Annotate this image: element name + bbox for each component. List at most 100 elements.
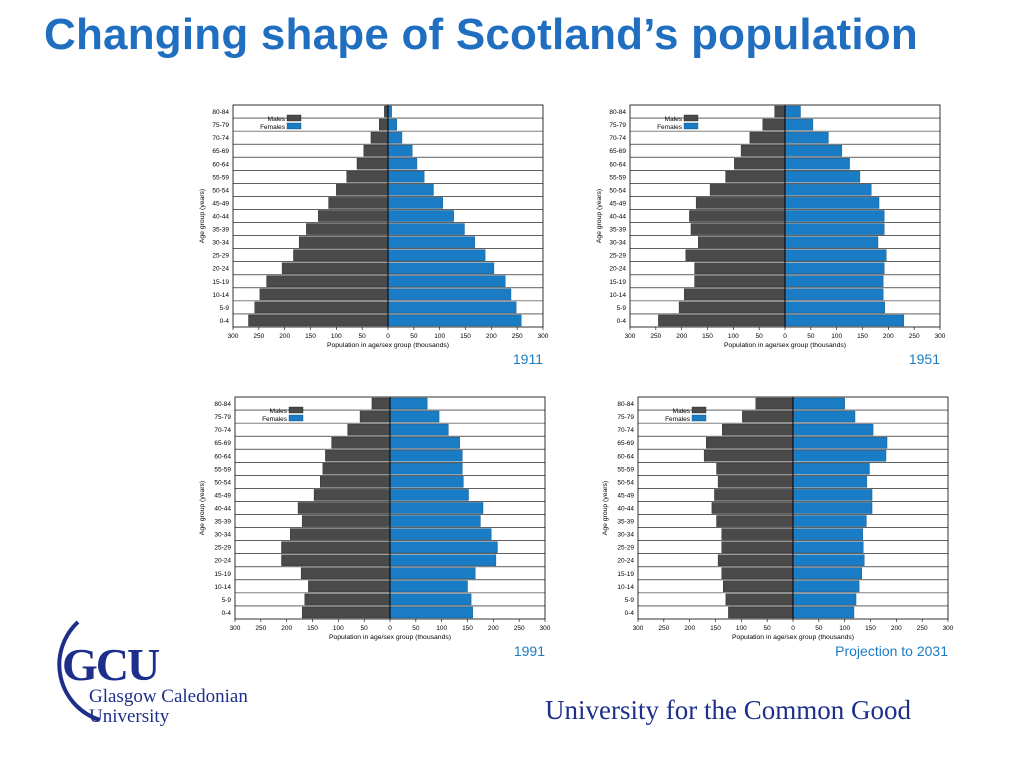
female-bar (792, 580, 860, 593)
legend-females-swatch (691, 414, 707, 422)
female-bar (389, 554, 497, 566)
x-tick-label: 300 (230, 625, 241, 632)
male-bar (721, 567, 794, 580)
female-bar (792, 423, 874, 436)
male-bar (384, 105, 389, 118)
female-bar (792, 606, 855, 619)
x-tick-label: 300 (943, 625, 954, 632)
age-group-label: 75-79 (617, 414, 634, 421)
female-bar (387, 210, 454, 222)
male-bar (346, 171, 389, 183)
female-bar (389, 606, 473, 619)
x-tick-label: 50 (815, 625, 823, 632)
age-group-label: 0-4 (222, 610, 232, 617)
age-group-label: 20-24 (617, 558, 634, 565)
female-bar (389, 423, 449, 436)
age-group-label: 35-39 (212, 227, 229, 234)
male-bar (721, 541, 794, 553)
female-bar (792, 593, 857, 606)
female-bar (792, 515, 867, 527)
female-bar (389, 593, 472, 606)
female-bar (784, 301, 885, 314)
male-bar (695, 197, 786, 209)
x-tick-label: 0 (386, 333, 390, 340)
age-group-label: 40-44 (212, 214, 229, 221)
age-group-label: 65-69 (212, 148, 229, 155)
x-tick-label: 100 (728, 333, 739, 340)
age-group-label: 65-69 (214, 440, 231, 447)
female-bar (792, 450, 887, 462)
female-bar (387, 223, 465, 235)
male-bar (259, 288, 389, 301)
male-bar (379, 118, 389, 131)
male-bar (734, 158, 786, 170)
age-group-label: 60-64 (214, 453, 231, 460)
male-bar (347, 423, 391, 436)
female-bar (389, 502, 484, 514)
female-bar (387, 184, 434, 196)
female-bar (792, 489, 873, 501)
male-bar (356, 158, 389, 170)
male-bar (728, 606, 794, 619)
male-bar (371, 397, 391, 410)
x-tick-label: 50 (361, 625, 369, 632)
year-label: 1911 (513, 351, 543, 367)
female-bar (387, 197, 443, 209)
male-bar (722, 423, 794, 436)
legend-females-label: Females (262, 416, 288, 423)
x-axis-label: Population in age/sex group (thousands) (327, 342, 449, 349)
legend-males-label: Males (673, 408, 691, 415)
female-bar (792, 397, 845, 410)
female-bar (387, 301, 517, 314)
x-tick-label: 300 (633, 625, 644, 632)
x-tick-label: 250 (650, 333, 661, 340)
age-group-label: 20-24 (214, 558, 231, 565)
age-group-label: 65-69 (609, 148, 626, 155)
female-bar (784, 275, 884, 288)
x-tick-label: 100 (331, 333, 342, 340)
x-tick-label: 200 (891, 625, 902, 632)
female-bar (389, 476, 464, 488)
female-bar (792, 502, 873, 514)
x-tick-label: 300 (538, 333, 549, 340)
female-bar (387, 171, 425, 183)
female-bar (784, 158, 850, 170)
x-tick-label: 250 (514, 625, 525, 632)
male-bar (322, 463, 391, 475)
male-bar (281, 262, 389, 274)
female-bar (389, 450, 463, 462)
female-bar (389, 489, 469, 501)
x-axis-label: Population in age/sex group (thousands) (329, 634, 451, 641)
female-bar (784, 197, 880, 209)
female-bar (389, 397, 428, 410)
female-bar (792, 463, 870, 475)
female-bar (389, 528, 492, 540)
male-bar (266, 275, 389, 288)
age-group-label: 40-44 (214, 506, 231, 513)
x-tick-label: 200 (279, 333, 290, 340)
age-group-label: 25-29 (617, 545, 634, 552)
legend-males-swatch (691, 406, 707, 414)
female-bar (784, 288, 884, 301)
logo-line-2: University (89, 706, 170, 727)
age-group-label: 15-19 (212, 279, 229, 286)
male-bar (725, 593, 794, 606)
male-bar (658, 314, 786, 327)
male-bar (325, 450, 391, 462)
legend-males-label: Males (665, 116, 683, 123)
x-tick-label: 100 (839, 625, 850, 632)
male-bar (678, 301, 786, 314)
x-tick-label: 250 (658, 625, 669, 632)
population-pyramid-1911: 0-4 5-9 10-14 15-19 20-24 25-29 30-34 35-39 40-4… (199, 104, 549, 367)
age-group-label: 15-19 (617, 571, 634, 578)
male-bar (318, 210, 389, 222)
age-group-label: 45-49 (617, 492, 634, 499)
legend-females-label: Females (665, 416, 691, 423)
age-group-label: 65-69 (617, 440, 634, 447)
male-bar (685, 249, 786, 261)
x-axis-label: Population in age/sex group (thousands) (724, 342, 846, 349)
female-bar (784, 144, 843, 157)
age-group-label: 5-9 (220, 305, 230, 312)
x-tick-label: 0 (388, 625, 392, 632)
female-bar (389, 515, 481, 527)
